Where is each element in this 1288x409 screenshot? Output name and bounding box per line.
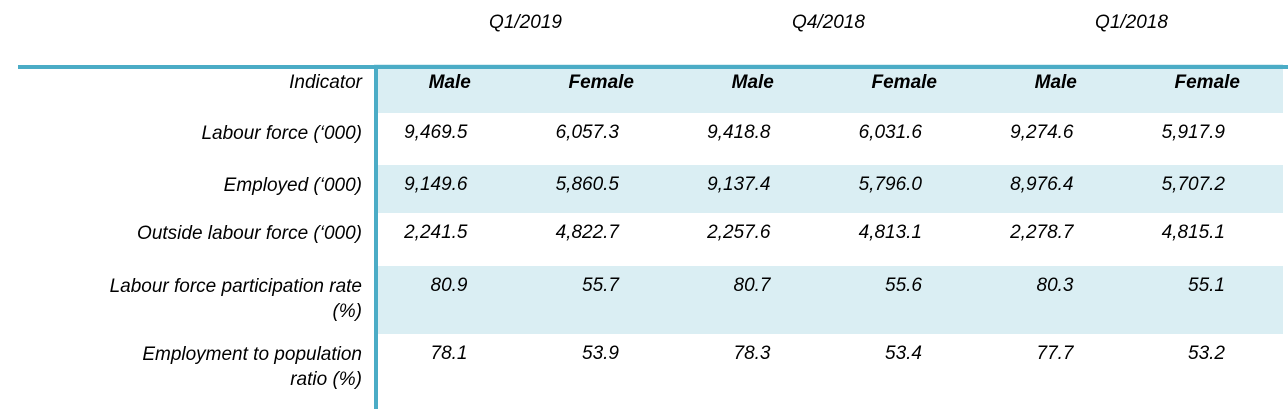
cell-value: 80.7 (677, 266, 829, 334)
indicator-column-header: Indicator (289, 72, 362, 93)
cell-value: 78.3 (733, 343, 771, 364)
cell-value: 4,813.1 (858, 222, 922, 243)
cell-value: 80.3 (980, 266, 1132, 334)
cell-value: 9,149.6 (374, 165, 526, 213)
row-label-employment-ratio: Employment to population ratio (%) (142, 344, 362, 390)
table-top-rule (18, 65, 1288, 69)
column-header-male-q1-2018: Male (980, 64, 1132, 113)
cell-value: 55.1 (1131, 266, 1283, 334)
spacer (1283, 64, 1288, 113)
indicator-column-separator (374, 65, 378, 409)
spacer (1283, 113, 1288, 165)
cell-value: 77.7 (1036, 343, 1074, 364)
cell-value: 4,815.1 (1161, 222, 1225, 243)
quarter-header-q4-2018: Q4/2018 (792, 12, 865, 33)
quarter-row-spacer (0, 0, 374, 64)
cell-value: 2,241.5 (404, 222, 468, 243)
column-header-female-q1-2018: Female (1131, 64, 1283, 113)
cell-value: 9,418.8 (707, 122, 771, 143)
cell-value: 2,278.7 (1010, 222, 1074, 243)
cell-value: 53.9 (582, 343, 619, 364)
column-header-male-q4-2018: Male (677, 64, 829, 113)
column-header-female-q1-2019: Female (525, 64, 677, 113)
row-label-outside-labour-force: Outside labour force (‘000) (137, 223, 362, 244)
cell-value: 78.1 (430, 343, 468, 364)
spacer (1283, 266, 1288, 334)
cell-value: 9,274.6 (1010, 122, 1074, 143)
cell-value: 5,707.2 (1131, 165, 1283, 213)
cell-value: 5,796.0 (828, 165, 980, 213)
spacer (1283, 165, 1288, 213)
column-header-male-q1-2019: Male (374, 64, 526, 113)
cell-value: 2,257.6 (707, 222, 771, 243)
spacer (1283, 0, 1288, 64)
cell-value: 53.2 (1188, 343, 1225, 364)
cell-value: 5,917.9 (1161, 122, 1225, 143)
cell-value: 9,137.4 (677, 165, 829, 213)
row-label-labour-force: Labour force (‘000) (201, 123, 362, 144)
spacer (1283, 334, 1288, 409)
spacer (1283, 213, 1288, 266)
cell-value: 5,860.5 (525, 165, 677, 213)
cell-value: 9,469.5 (404, 122, 468, 143)
cell-value: 8,976.4 (980, 165, 1132, 213)
cell-value: 80.9 (374, 266, 526, 334)
quarter-header-q1-2018: Q1/2018 (1095, 12, 1168, 33)
row-label-participation-rate: Labour force participation rate (%) (109, 276, 362, 322)
cell-value: 55.7 (525, 266, 677, 334)
quarter-header-q1-2019: Q1/2019 (489, 12, 562, 33)
cell-value: 6,057.3 (555, 122, 619, 143)
row-label-employed: Employed (‘000) (223, 175, 362, 196)
column-header-female-q4-2018: Female (828, 64, 980, 113)
cell-value: 4,822.7 (555, 222, 619, 243)
cell-value: 53.4 (885, 343, 922, 364)
cell-value: 55.6 (828, 266, 980, 334)
cell-value: 6,031.6 (858, 122, 922, 143)
